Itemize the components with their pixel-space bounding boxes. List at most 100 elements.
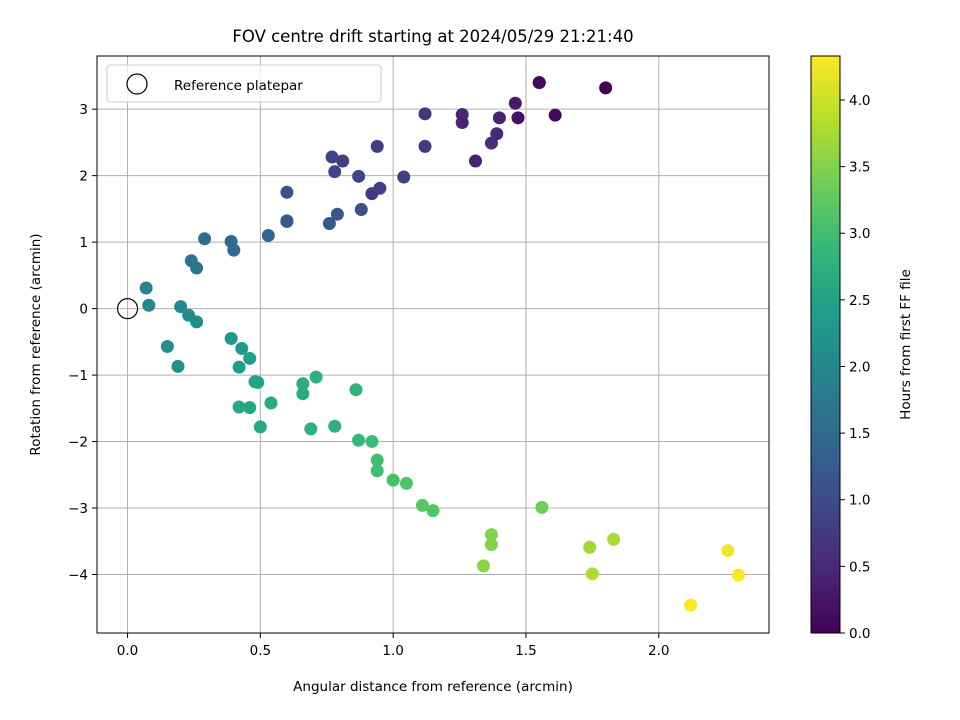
data-point	[280, 185, 294, 199]
y-tick-label: 2	[79, 169, 88, 185]
data-point	[243, 351, 257, 365]
chart-title: FOV centre drift starting at 2024/05/29 …	[232, 27, 633, 46]
data-point	[190, 315, 204, 329]
y-tick-label: −3	[68, 501, 88, 517]
x-tick-label: 1.0	[382, 643, 403, 659]
colorbar-tick-label: 0.5	[849, 559, 870, 575]
data-point	[280, 215, 294, 229]
data-point	[160, 339, 174, 353]
data-point	[397, 170, 411, 184]
y-tick-label: −4	[68, 568, 88, 584]
data-point	[532, 76, 546, 90]
data-point	[731, 568, 745, 582]
data-point	[139, 281, 153, 295]
colorbar-ticks: 0.0 0.5 1.0 1.5 2.0 2.5 3.0 3.5 4.0	[840, 93, 870, 642]
data-point	[322, 217, 336, 231]
data-point	[328, 165, 342, 179]
data-point	[232, 400, 246, 414]
plot-frame	[96, 55, 770, 634]
colorbar-tick-label: 1.0	[849, 493, 870, 509]
data-point	[365, 435, 379, 449]
data-point	[418, 139, 432, 153]
data-point	[304, 422, 318, 436]
x-tick-label: 2.0	[648, 643, 669, 659]
data-point	[227, 243, 241, 257]
data-point	[548, 108, 562, 122]
x-axis-label: Angular distance from reference (arcmin)	[293, 679, 573, 695]
y-tick-label: 0	[79, 302, 88, 318]
data-point	[296, 387, 310, 401]
colorbar-label: Hours from first FF file	[898, 269, 914, 420]
data-point	[142, 298, 156, 312]
legend-box	[106, 64, 382, 103]
data-point	[535, 500, 549, 514]
data-point	[174, 300, 188, 314]
data-point	[492, 111, 506, 125]
data-point	[399, 476, 413, 490]
data-point	[296, 377, 310, 391]
x-axis-ticks: 0.0 0.5 1.0 1.5 2.0	[117, 633, 670, 659]
data-point	[468, 154, 482, 168]
data-point	[243, 401, 257, 415]
y-axis-ticks: −4 −3 −2 −1 0 1 2 3	[68, 102, 97, 584]
data-point	[455, 115, 469, 129]
data-point	[684, 598, 698, 612]
legend: Reference platepar	[106, 64, 382, 103]
data-point	[224, 332, 238, 346]
y-axis-label: Rotation from reference (arcmin)	[28, 233, 44, 455]
y-tick-label: 1	[79, 235, 88, 251]
data-point	[476, 559, 490, 573]
data-point	[607, 532, 621, 546]
colorbar-tick-label: 3.5	[849, 160, 870, 176]
data-point	[352, 433, 366, 447]
data-point	[370, 464, 384, 478]
data-point	[426, 504, 440, 518]
data-point	[386, 473, 400, 487]
data-point	[336, 154, 350, 168]
data-point	[484, 538, 498, 552]
data-point	[309, 370, 323, 384]
data-point	[190, 261, 204, 275]
data-point	[484, 136, 498, 150]
data-point	[328, 419, 342, 433]
data-point	[511, 111, 525, 125]
data-point	[171, 359, 185, 373]
colorbar-tick-label: 4.0	[849, 93, 870, 109]
legend-label-reference: Reference platepar	[174, 78, 303, 94]
data-points	[116, 76, 745, 612]
data-point	[418, 107, 432, 121]
data-point	[198, 232, 212, 246]
y-tick-label: −1	[68, 368, 88, 384]
y-tick-label: −2	[68, 435, 88, 451]
data-point	[508, 96, 522, 110]
data-point	[583, 540, 597, 554]
data-point	[264, 396, 278, 410]
x-tick-label: 0.5	[250, 643, 271, 659]
data-point	[721, 544, 735, 558]
data-point	[253, 420, 267, 434]
colorbar-tick-label: 2.0	[849, 359, 870, 375]
data-point	[585, 567, 599, 581]
data-point	[325, 150, 339, 164]
x-tick-label: 1.5	[515, 643, 536, 659]
data-point	[235, 341, 249, 355]
y-tick-label: 3	[79, 102, 88, 118]
grid-lines	[97, 56, 769, 633]
data-point	[232, 360, 246, 374]
reference-platepar-marker	[116, 298, 139, 320]
data-point	[415, 498, 429, 512]
x-tick-label: 0.0	[117, 643, 138, 659]
colorbar-tick-label: 0.0	[849, 626, 870, 642]
data-point	[599, 81, 613, 95]
data-point	[261, 228, 275, 242]
colorbar-tick-label: 3.0	[849, 226, 870, 242]
data-point	[352, 169, 366, 183]
legend-marker-reference	[126, 73, 148, 95]
data-point	[370, 453, 384, 467]
data-point	[354, 203, 368, 217]
data-point	[251, 375, 265, 389]
data-point	[370, 139, 384, 153]
data-point	[484, 528, 498, 542]
data-point	[365, 187, 379, 201]
